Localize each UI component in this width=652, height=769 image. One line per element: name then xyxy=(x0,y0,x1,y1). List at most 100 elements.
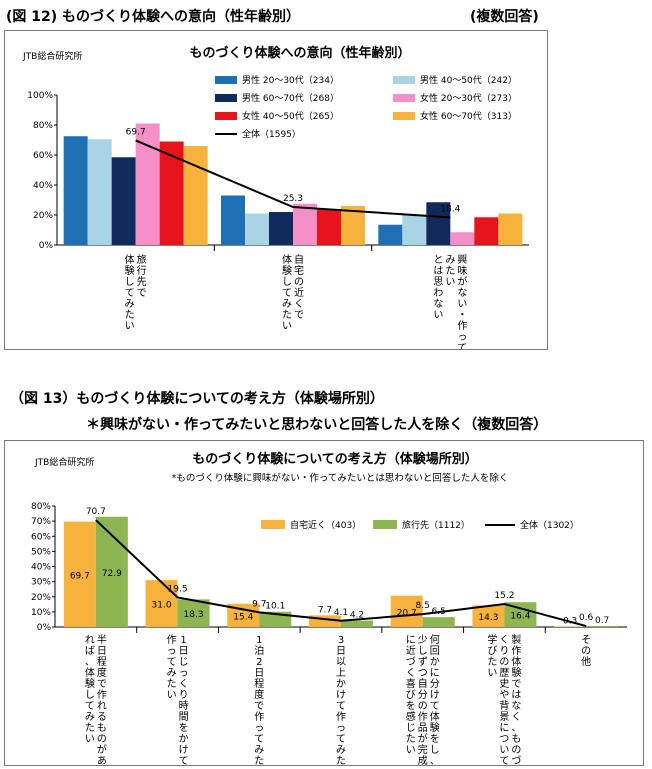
fig13-category-label-char: 1 xyxy=(256,635,262,646)
fig13-legend-swatch xyxy=(373,520,397,529)
fig12-category-label-char: ・ xyxy=(457,310,467,321)
fig12-category-label-char: 作 xyxy=(457,320,467,332)
fig12-category-label-char: は xyxy=(433,265,443,277)
fig13-ytick-label: 50% xyxy=(31,547,51,557)
fig12-bar xyxy=(498,214,522,246)
fig13-category-label-char: が xyxy=(97,743,107,756)
fig13-chart: JTB総合研究所 ものづくり体験についての考え方（体験場所別） *ものづくり体験… xyxy=(5,441,643,765)
fig13-category-label-char: た xyxy=(85,722,95,734)
fig13-category-label-char: 背 xyxy=(499,699,509,712)
fig12-category-label-char: 行 xyxy=(137,264,147,277)
fig12-category-label-char: 思 xyxy=(433,276,443,288)
fig12-legend-label: 男性 40〜50代（242） xyxy=(420,74,517,86)
fig13-category-label-char: っ xyxy=(179,668,189,679)
fig13-category-label-char: 景 xyxy=(499,711,509,723)
fig13-category-label-char: っ xyxy=(167,646,177,657)
fig13-category-label-char: 時 xyxy=(179,700,189,712)
fig12-category-label-char: し xyxy=(282,276,292,288)
fig13-category-label-char: び xyxy=(487,645,497,657)
fig13-chart-subtitle: *ものづくり体験に興味がない・作ってみたいとは思わないと回答した人を除く xyxy=(172,472,509,484)
fig13-category-label-char: 験 xyxy=(430,721,440,734)
fig12-category-label-char: 験 xyxy=(125,264,135,277)
fig13-category-label-char: 体 xyxy=(85,667,95,679)
fig12-category-label-char: 験 xyxy=(282,264,292,277)
fig12-category-label-char: 旅 xyxy=(137,253,147,266)
fig13-category-label-char: た xyxy=(167,678,177,690)
fig13-category-label-char: に xyxy=(499,722,509,734)
fig12-note: (複数回答) xyxy=(470,6,539,26)
fig12-bar xyxy=(112,157,136,245)
fig12-bar xyxy=(269,212,293,245)
fig13-category-label-char: 2 xyxy=(256,657,262,668)
fig12-category-label-char: な xyxy=(433,298,443,310)
fig13-category-label-char: み xyxy=(254,745,264,756)
fig12-ytick-label: 80% xyxy=(33,121,53,131)
fig13-category-label-char: 品 xyxy=(418,722,428,734)
fig13-category-label-char: 度 xyxy=(254,688,264,701)
fig13-category-label-char: は xyxy=(511,689,521,701)
fig13-category-label-char: つ xyxy=(418,668,428,679)
fig12-category-label-char: み xyxy=(125,299,135,310)
fig13-category-label-char: の xyxy=(581,646,591,657)
fig13-category-label-char: け xyxy=(336,689,346,701)
fig13-total-label: 8.5 xyxy=(416,601,430,611)
fig13-category-label-char: 作 xyxy=(418,711,428,723)
fig12-chart-title: ものづくり体験への意向（性年齢別） xyxy=(189,45,410,61)
fig13-category-label-char: み xyxy=(85,712,95,723)
fig13-bar-value-label: 14.3 xyxy=(478,613,498,623)
fig13-category-label-char: の xyxy=(418,701,428,712)
fig12-bar xyxy=(317,209,341,245)
fig13-category-label-char: 作 xyxy=(167,634,177,646)
fig13-category-label-char: 体 xyxy=(430,711,440,723)
fig12-category-label-char: い xyxy=(445,277,455,288)
fig12-category-label-char: 興 xyxy=(457,254,467,266)
fig13-category-label-char: 日 xyxy=(254,668,264,679)
fig12-category-label-char: て xyxy=(457,343,467,349)
fig12-ytick-label: 20% xyxy=(33,211,53,221)
fig13-category-label-char: つ xyxy=(499,734,509,745)
fig13-category-label-char: て xyxy=(85,701,95,712)
fig13-category-label-char: 喜 xyxy=(406,677,416,690)
fig13-category-label-char: 完 xyxy=(418,743,428,756)
fig12-legend-label: 男性 20〜30代（234） xyxy=(242,74,339,86)
fig13-category-label-char: 作 xyxy=(511,645,521,657)
fig12-legend-label: 男性 60〜70代（268） xyxy=(242,92,339,104)
fig13-ytick-label: 80% xyxy=(31,502,51,512)
fig12-bar xyxy=(221,196,245,246)
fig13-category-label-char: 他 xyxy=(581,655,591,668)
fig13-category-label-char: た xyxy=(336,755,346,765)
fig12-total-label: 18.4 xyxy=(440,204,460,214)
fig12-heading: (図 12) ものづくり体験への意向（性年齢別） xyxy=(6,6,300,26)
fig13-category-label-char: た xyxy=(406,733,416,745)
fig13-category-label-char: 上 xyxy=(336,667,346,679)
fig12-category-label-char: 近 xyxy=(294,286,304,299)
fig13-category-label-char: 作 xyxy=(97,689,107,701)
fig13-category-label-char: て xyxy=(254,734,264,745)
fig13-bar-value-label: 0.7 xyxy=(595,616,609,626)
fig12-category-label-char: い xyxy=(457,299,467,310)
fig12-category-label-char: 自 xyxy=(294,253,304,266)
fig13-bar xyxy=(586,626,618,627)
fig12-bar xyxy=(160,142,184,246)
fig13-category-label-char: 近 xyxy=(406,644,416,657)
fig12-bar xyxy=(184,146,208,245)
fig13-category-label-char: 回 xyxy=(430,645,440,657)
fig12-bar xyxy=(64,136,88,245)
fig13-bar xyxy=(341,621,373,627)
fig12-legend-swatch xyxy=(393,112,415,120)
fig12-ytick-label: 100% xyxy=(27,91,53,101)
fig13-category-label-char: て xyxy=(430,701,440,712)
fig12-category-label-char: て xyxy=(125,288,135,299)
fig12-bar xyxy=(402,214,426,245)
fig12-category-label-char: た xyxy=(282,309,292,321)
fig13-category-label-char: も xyxy=(97,722,107,734)
fig13-category-label-char: 度 xyxy=(97,666,107,679)
fig13-category-label-char: を xyxy=(430,733,440,745)
fig12-bar xyxy=(293,204,317,245)
fig13-category-label-char: び xyxy=(406,689,416,701)
fig13-category-label-char: し xyxy=(430,744,440,756)
fig13-category-label-char: ば xyxy=(85,645,95,657)
fig13-bar-value-label: 18.3 xyxy=(184,610,204,620)
fig13-ytick-label: 70% xyxy=(31,517,51,527)
fig13-category-label-char: の xyxy=(511,745,521,756)
